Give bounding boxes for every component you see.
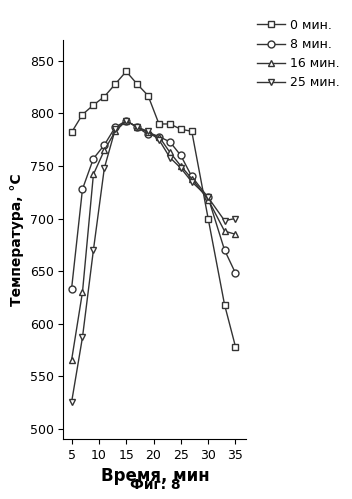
25 мин. — [190, 179, 194, 185]
0 мин. — [206, 216, 210, 222]
16 мин. — [233, 231, 238, 237]
8 мин. — [146, 131, 150, 137]
25 мин. — [233, 216, 238, 222]
Line: 16 мин.: 16 мин. — [68, 117, 239, 364]
16 мин. — [168, 149, 172, 155]
8 мин. — [190, 174, 194, 180]
25 мин. — [206, 195, 210, 201]
0 мин. — [157, 121, 161, 127]
16 мин. — [124, 118, 128, 124]
25 мин. — [91, 247, 95, 253]
Y-axis label: Температура, °C: Температура, °C — [10, 173, 24, 306]
25 мин. — [135, 124, 139, 130]
8 мин. — [135, 124, 139, 130]
25 мин. — [168, 155, 172, 161]
0 мин. — [168, 121, 172, 127]
0 мин. — [190, 128, 194, 134]
16 мин. — [146, 129, 150, 135]
Line: 8 мин.: 8 мин. — [68, 117, 239, 292]
16 мин. — [190, 176, 194, 182]
25 мин. — [124, 118, 128, 124]
0 мин. — [80, 111, 84, 117]
0 мин. — [135, 81, 139, 87]
8 мин. — [91, 156, 95, 162]
25 мин. — [102, 165, 106, 171]
16 мин. — [91, 171, 95, 177]
8 мин. — [102, 142, 106, 148]
8 мин. — [168, 139, 172, 145]
Text: Фиг. 8: Фиг. 8 — [130, 478, 180, 492]
16 мин. — [179, 163, 183, 169]
8 мин. — [80, 186, 84, 192]
0 мин. — [91, 102, 95, 108]
8 мин. — [113, 124, 117, 130]
25 мин. — [80, 334, 84, 340]
16 мин. — [222, 228, 227, 234]
16 мин. — [157, 134, 161, 140]
8 мин. — [206, 195, 210, 201]
X-axis label: Время, мин: Время, мин — [101, 468, 209, 486]
0 мин. — [102, 94, 106, 100]
25 мин. — [146, 128, 150, 134]
8 мин. — [233, 270, 238, 276]
Legend: 0 мин., 8 мин., 16 мин., 25 мин.: 0 мин., 8 мин., 16 мин., 25 мин. — [255, 16, 342, 92]
0 мин. — [69, 129, 74, 135]
0 мин. — [146, 93, 150, 99]
0 мин. — [233, 344, 238, 350]
8 мин. — [222, 247, 227, 253]
25 мин. — [113, 126, 117, 132]
Line: 25 мин.: 25 мин. — [68, 117, 239, 406]
16 мин. — [206, 197, 210, 203]
16 мин. — [80, 289, 84, 295]
8 мин. — [124, 118, 128, 124]
8 мин. — [179, 153, 183, 159]
Line: 0 мин.: 0 мин. — [68, 68, 239, 350]
8 мин. — [69, 286, 74, 292]
25 мин. — [222, 218, 227, 224]
25 мин. — [179, 165, 183, 171]
0 мин. — [222, 302, 227, 308]
0 мин. — [179, 126, 183, 132]
16 мин. — [135, 124, 139, 130]
16 мин. — [102, 147, 106, 153]
25 мин. — [69, 399, 74, 405]
16 мин. — [69, 357, 74, 363]
25 мин. — [157, 137, 161, 143]
0 мин. — [124, 68, 128, 74]
0 мин. — [113, 81, 117, 87]
8 мин. — [157, 134, 161, 140]
16 мин. — [113, 128, 117, 134]
